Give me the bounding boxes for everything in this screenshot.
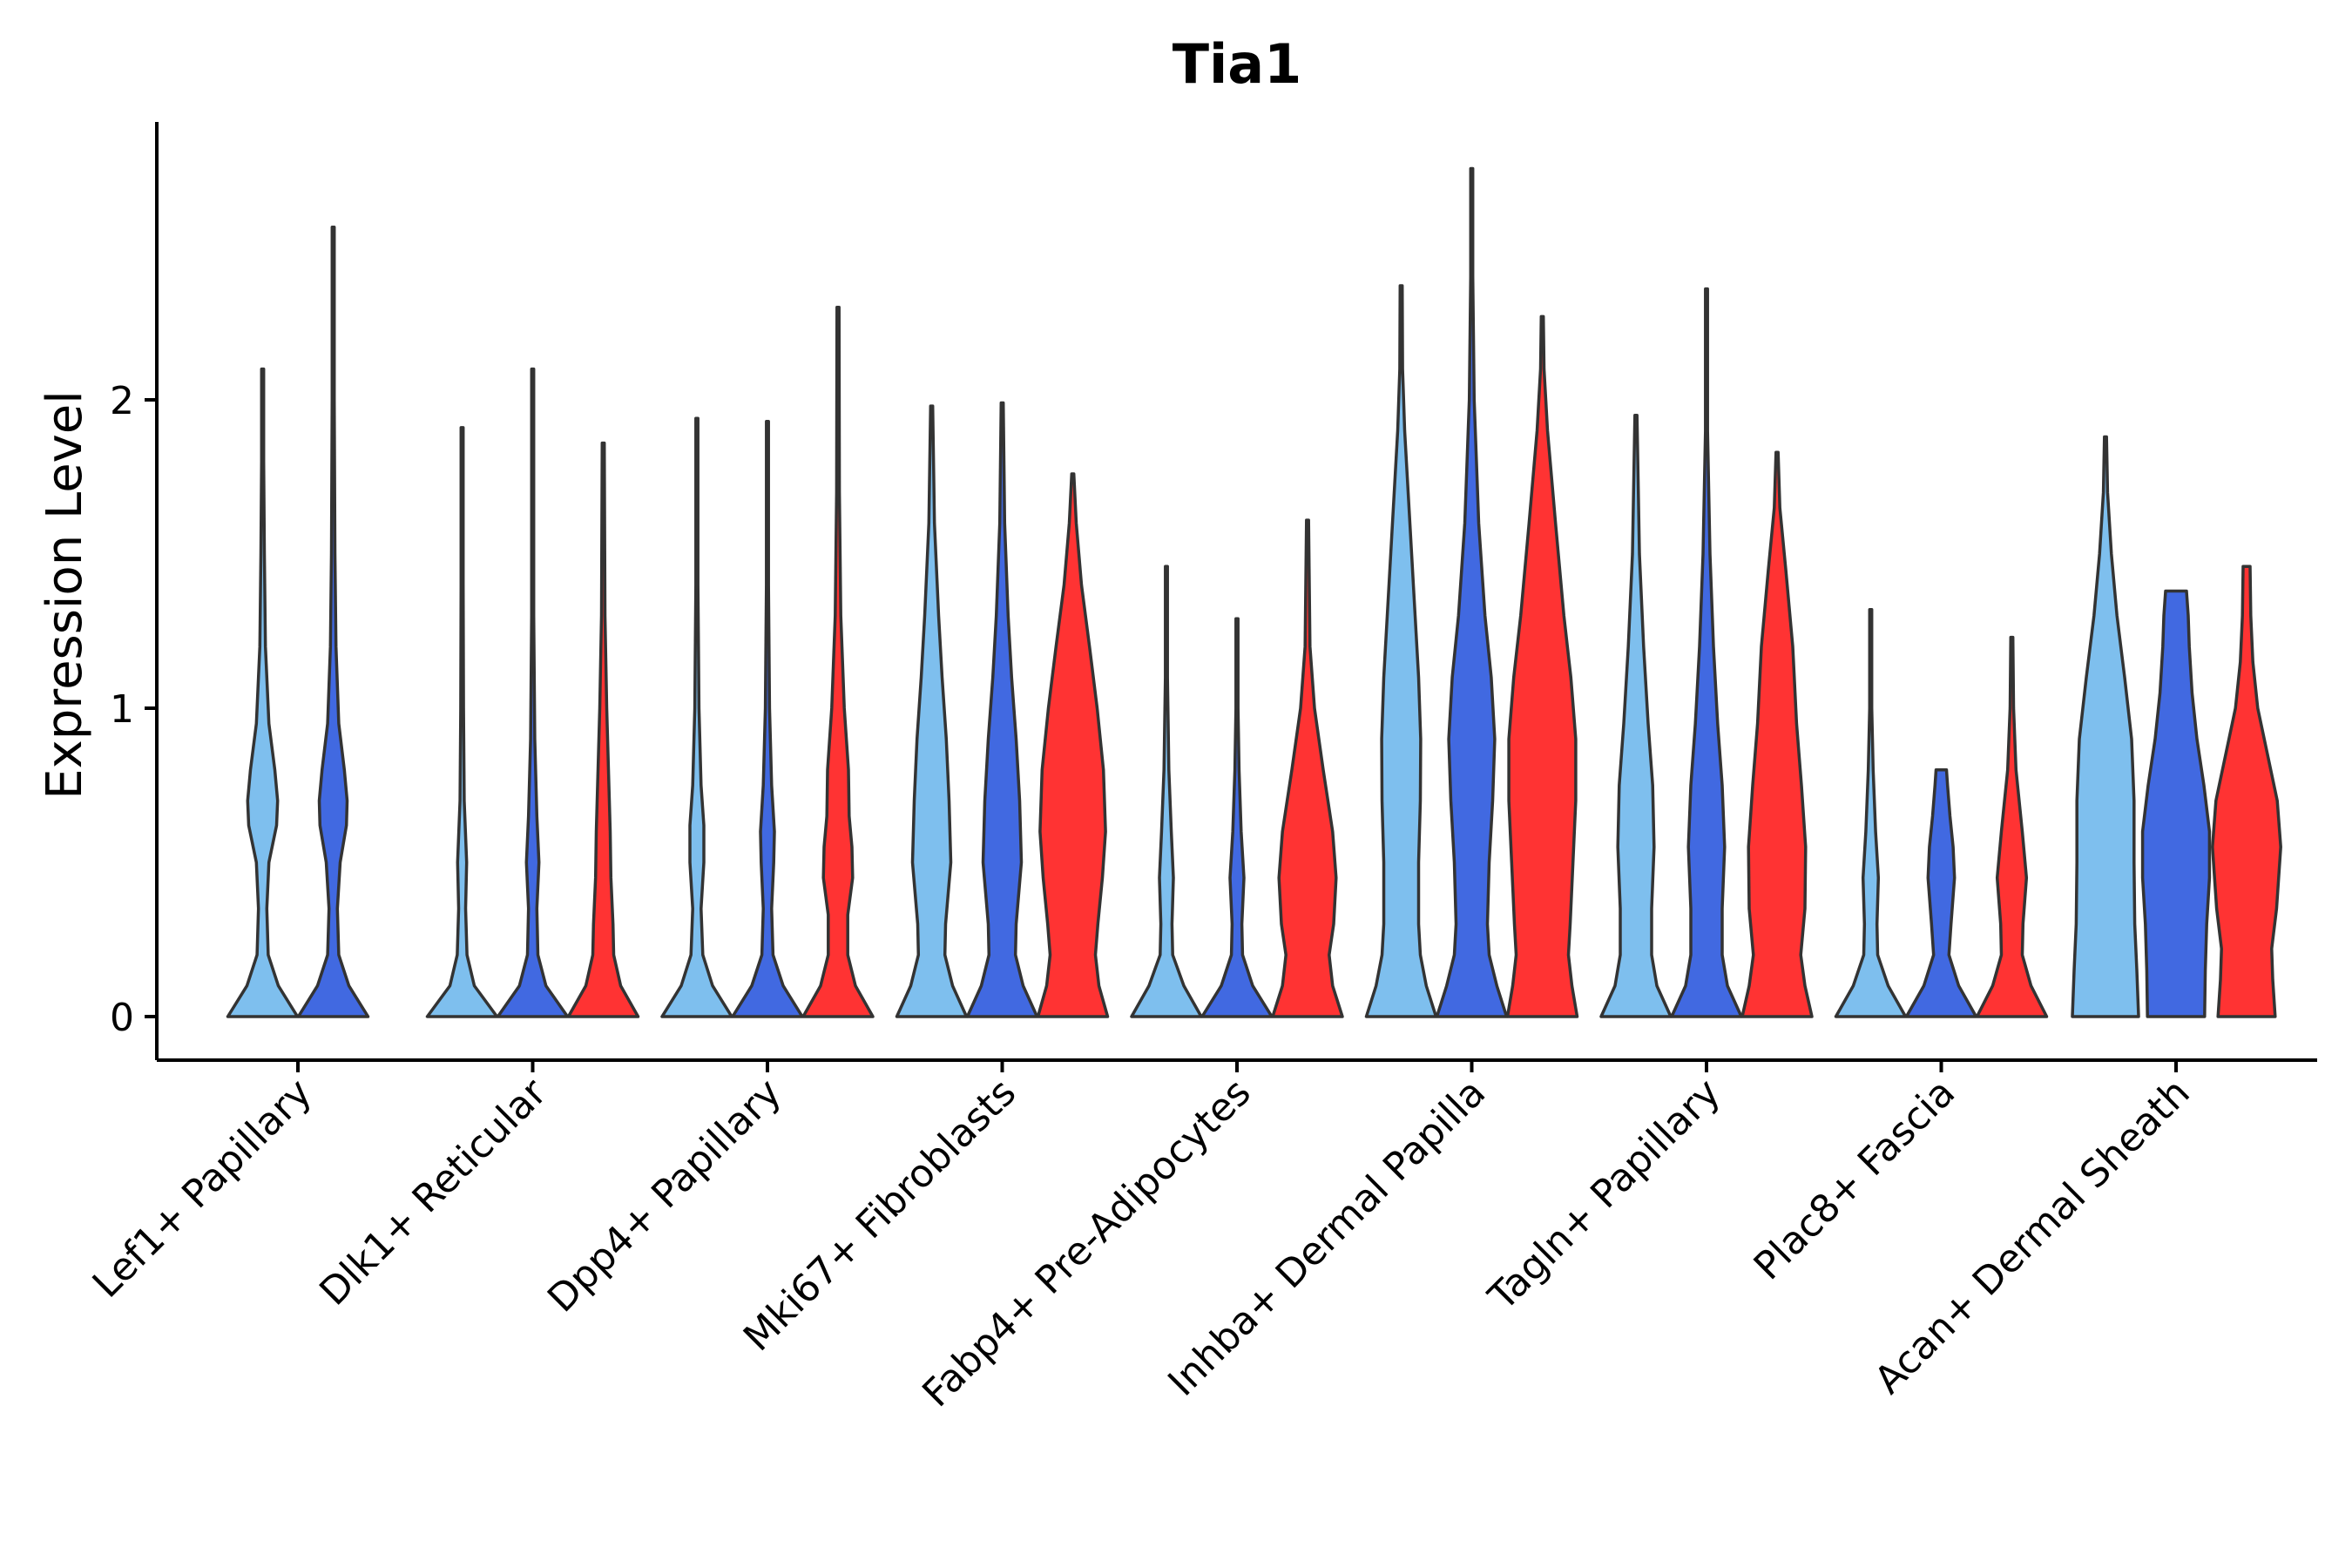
x-tick-label: Lef1+ Papillary (84, 1071, 321, 1307)
violin-3-2 (731, 420, 804, 1018)
y-tick-label: 2 (110, 379, 134, 423)
violin-8-3 (1975, 635, 2049, 1018)
violin-6-1 (1364, 284, 1438, 1018)
violin-1-2 (296, 226, 370, 1018)
violin-3-3 (801, 306, 875, 1018)
violin-7-3 (1740, 450, 1814, 1018)
violin-2-2 (496, 367, 570, 1018)
violin-8-2 (1904, 768, 1978, 1018)
x-tick-label: Dlk1+ Reticular (311, 1070, 556, 1315)
violin-4-2 (965, 401, 1039, 1018)
violin-9-3 (2211, 564, 2282, 1018)
violin-1-1 (226, 367, 300, 1018)
violin-4-3 (1036, 472, 1110, 1018)
violin-6-3 (1505, 314, 1579, 1018)
violin-4-1 (895, 404, 969, 1018)
x-tick-label: Plac8+ Fascia (1746, 1071, 1964, 1289)
violin-3-1 (660, 416, 733, 1018)
violin-layer (226, 166, 2282, 1018)
violin-8-1 (1834, 607, 1908, 1018)
violin-7-2 (1670, 287, 1743, 1018)
y-tick-label: 1 (110, 687, 134, 732)
y-tick-label: 0 (110, 996, 134, 1040)
violin-7-1 (1599, 413, 1673, 1018)
violin-6-2 (1435, 166, 1509, 1018)
violin-2-3 (566, 441, 640, 1018)
x-tick-label: Tagln+ Papillary (1480, 1071, 1729, 1320)
y-axis-label: Expression Level (37, 390, 93, 800)
violin-5-2 (1200, 617, 1274, 1018)
violin-9-2 (2140, 589, 2212, 1018)
x-tick-label: Dpp4+ Papillary (539, 1071, 790, 1321)
violin-5-1 (1130, 564, 1203, 1018)
violin-2-1 (425, 426, 499, 1018)
violin-9-1 (2071, 435, 2140, 1018)
violin-5-3 (1271, 518, 1344, 1018)
chart-title: Tia1 (1173, 32, 1302, 96)
